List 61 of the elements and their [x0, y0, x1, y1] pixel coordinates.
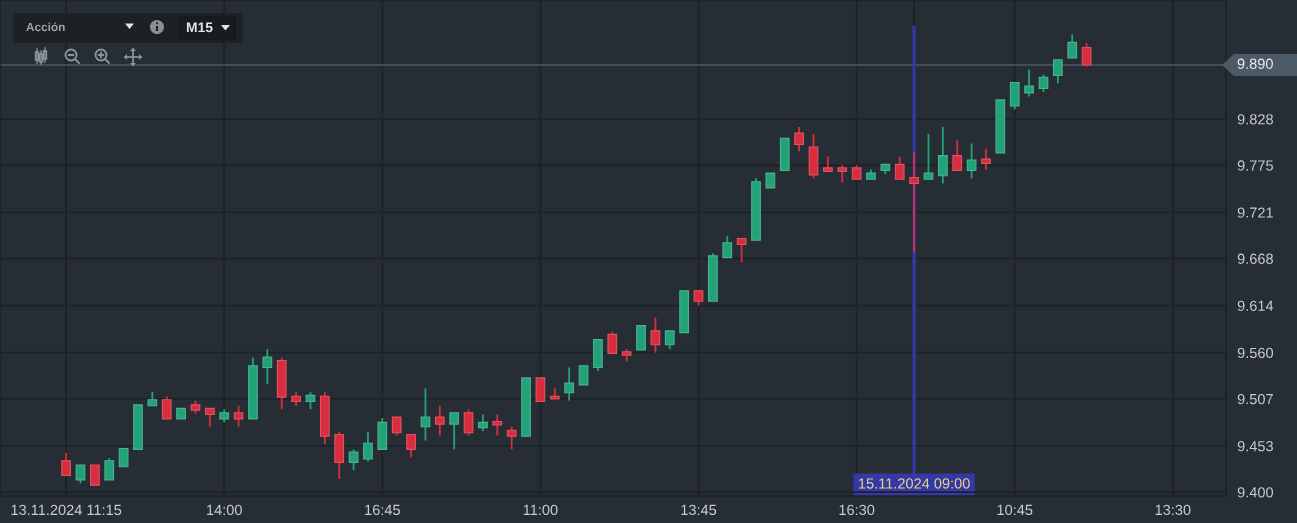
- x-tick-label: 13:45: [681, 504, 717, 516]
- candlestick: [937, 125, 948, 185]
- candlestick: [233, 404, 244, 428]
- candlestick: [981, 147, 991, 171]
- candlestick: [391, 416, 402, 437]
- x-tick-label: 15.11.2024 09:00: [859, 478, 970, 489]
- x-tick-label: 16:45: [365, 504, 400, 516]
- candlestick: [161, 395, 172, 420]
- candlestick: [607, 330, 618, 355]
- candlestick: [736, 237, 747, 263]
- candlestick: [89, 464, 100, 487]
- y-tick-label: 9.668: [1237, 253, 1273, 264]
- candlestick: [664, 329, 675, 351]
- candlestick: [794, 125, 804, 153]
- candlestick: [420, 387, 431, 442]
- annotation: M15: [186, 22, 213, 33]
- y-tick-label: 9.614: [1237, 300, 1274, 311]
- candlestick: [262, 348, 273, 385]
- candlestick: [434, 404, 445, 437]
- candlestick: [1024, 68, 1034, 98]
- candlestick: [923, 132, 934, 181]
- candlestick: [952, 139, 963, 172]
- ref-line-label: 9.890: [1237, 58, 1273, 69]
- annotation: Acción: [26, 22, 65, 32]
- candlestick: [966, 142, 977, 180]
- y-tick-label: 9.721: [1237, 207, 1273, 218]
- candlestick: [722, 234, 733, 259]
- y-tick-label: 9.453: [1237, 440, 1273, 452]
- candlestick: [1081, 42, 1092, 68]
- candlestick: [118, 447, 129, 468]
- candlestick: [61, 451, 71, 477]
- candlestick: [578, 364, 589, 386]
- candlestick: [894, 155, 905, 181]
- candlestick: [564, 366, 575, 402]
- x-tick-label: 14:00: [207, 504, 242, 516]
- candlestick: [406, 433, 416, 459]
- candlestick: [506, 425, 517, 451]
- candlestick: [1067, 33, 1078, 59]
- candlestick: [348, 448, 359, 472]
- candlestick: [535, 377, 546, 402]
- candlestick: [909, 151, 919, 254]
- candlestick: [75, 464, 86, 485]
- candlestick: [104, 457, 115, 481]
- x-tick-label: 10:45: [997, 504, 1033, 516]
- y-tick-label: 9.560: [1237, 347, 1274, 359]
- y-tick-label: 9.828: [1237, 114, 1273, 125]
- y-tick-label: 9.400: [1237, 487, 1274, 498]
- candlestick: [463, 408, 474, 437]
- candlestick: [492, 413, 503, 437]
- candlestick: [449, 411, 460, 451]
- candlestick: [204, 407, 215, 428]
- y-tick-label: 9.507: [1237, 393, 1273, 405]
- y-tick-label: 9.775: [1237, 160, 1273, 171]
- x-tick-label: 13:30: [1155, 504, 1191, 516]
- candlestick: [650, 316, 661, 354]
- candlestick: [363, 431, 373, 463]
- x-tick-label: 16:30: [839, 504, 875, 516]
- x-tick-label: 11:00: [523, 504, 558, 516]
- candlestick: [1052, 58, 1063, 85]
- candlestick: [1009, 81, 1020, 111]
- x-tick-label: 13.11.2024 11:15: [11, 504, 122, 516]
